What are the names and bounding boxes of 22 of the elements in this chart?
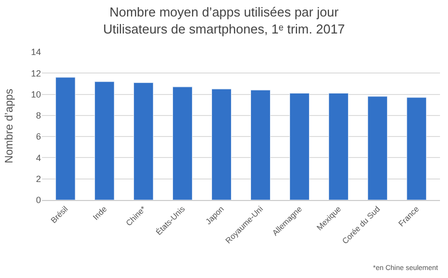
y-tick-label: 12 [30, 68, 41, 78]
y-axis-title: Nombre d’apps [4, 88, 16, 164]
bar [250, 90, 271, 200]
bar [211, 88, 232, 200]
y-tick-label: 14 [30, 47, 41, 58]
bar [133, 82, 154, 200]
x-tick-label: Inde [91, 204, 110, 222]
bar [406, 97, 427, 200]
bar [172, 86, 192, 200]
y-tick-label: 2 [36, 174, 41, 184]
bar [290, 92, 310, 200]
y-tick-label: 0 [36, 195, 41, 206]
bar [55, 77, 76, 200]
y-tick-label: 4 [36, 152, 41, 163]
chart-title: Nombre moyen d’apps utilisées par jour [109, 4, 340, 20]
y-tick-label: 8 [36, 110, 41, 121]
bar [94, 81, 114, 200]
chart-subtitle: Utilisateurs de smartphones, 1ᵉ trim. 2017 [103, 22, 345, 37]
y-tick-label: 10 [30, 89, 41, 100]
y-tick-label: 6 [36, 132, 41, 142]
bar [368, 96, 388, 200]
bar [328, 92, 349, 200]
